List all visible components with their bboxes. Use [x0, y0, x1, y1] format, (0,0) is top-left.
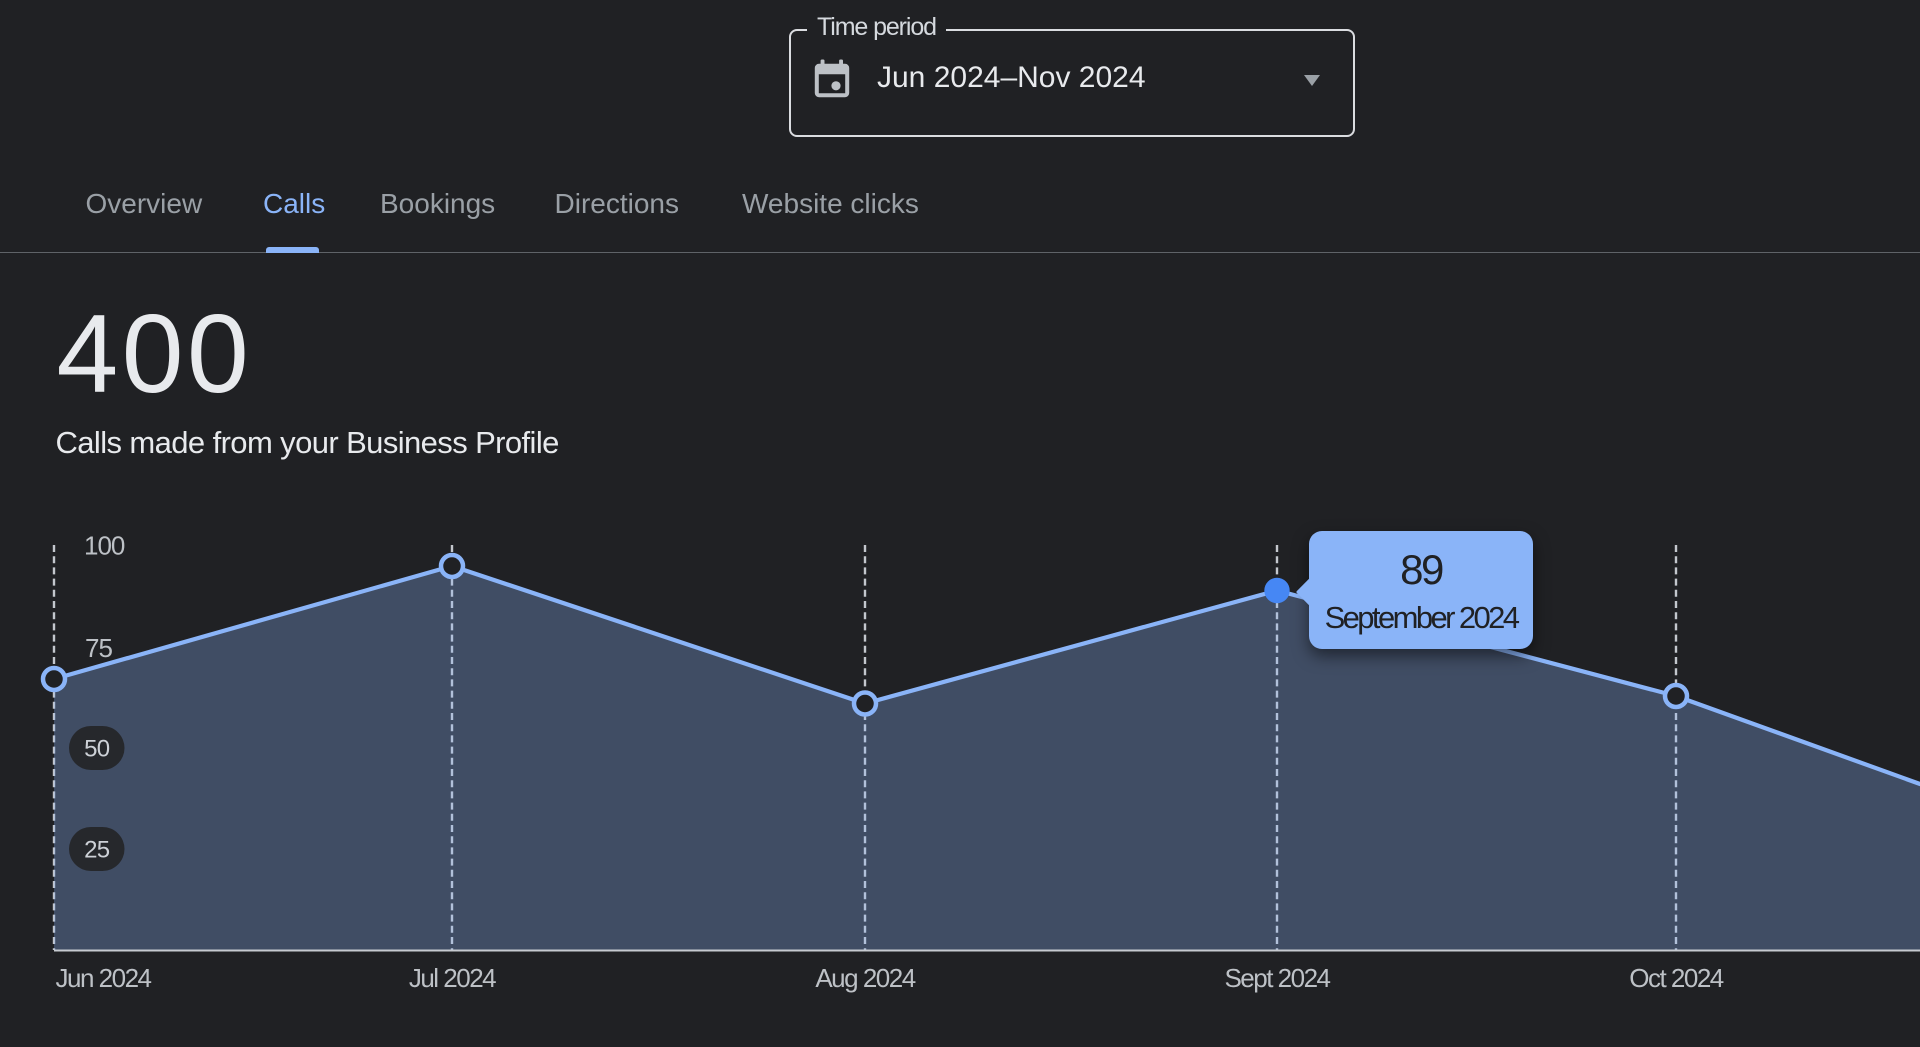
svg-text:50: 50 — [84, 736, 110, 763]
svg-text:Jul 2024: Jul 2024 — [409, 963, 496, 993]
svg-text:Aug 2024: Aug 2024 — [815, 963, 915, 993]
svg-text:Jun 2024: Jun 2024 — [56, 963, 152, 993]
svg-text:Sept 2024: Sept 2024 — [1224, 963, 1330, 993]
svg-text:100: 100 — [84, 530, 125, 560]
svg-text:Oct 2024: Oct 2024 — [1629, 963, 1724, 993]
svg-text:25: 25 — [84, 837, 110, 864]
svg-text:75: 75 — [85, 633, 112, 663]
